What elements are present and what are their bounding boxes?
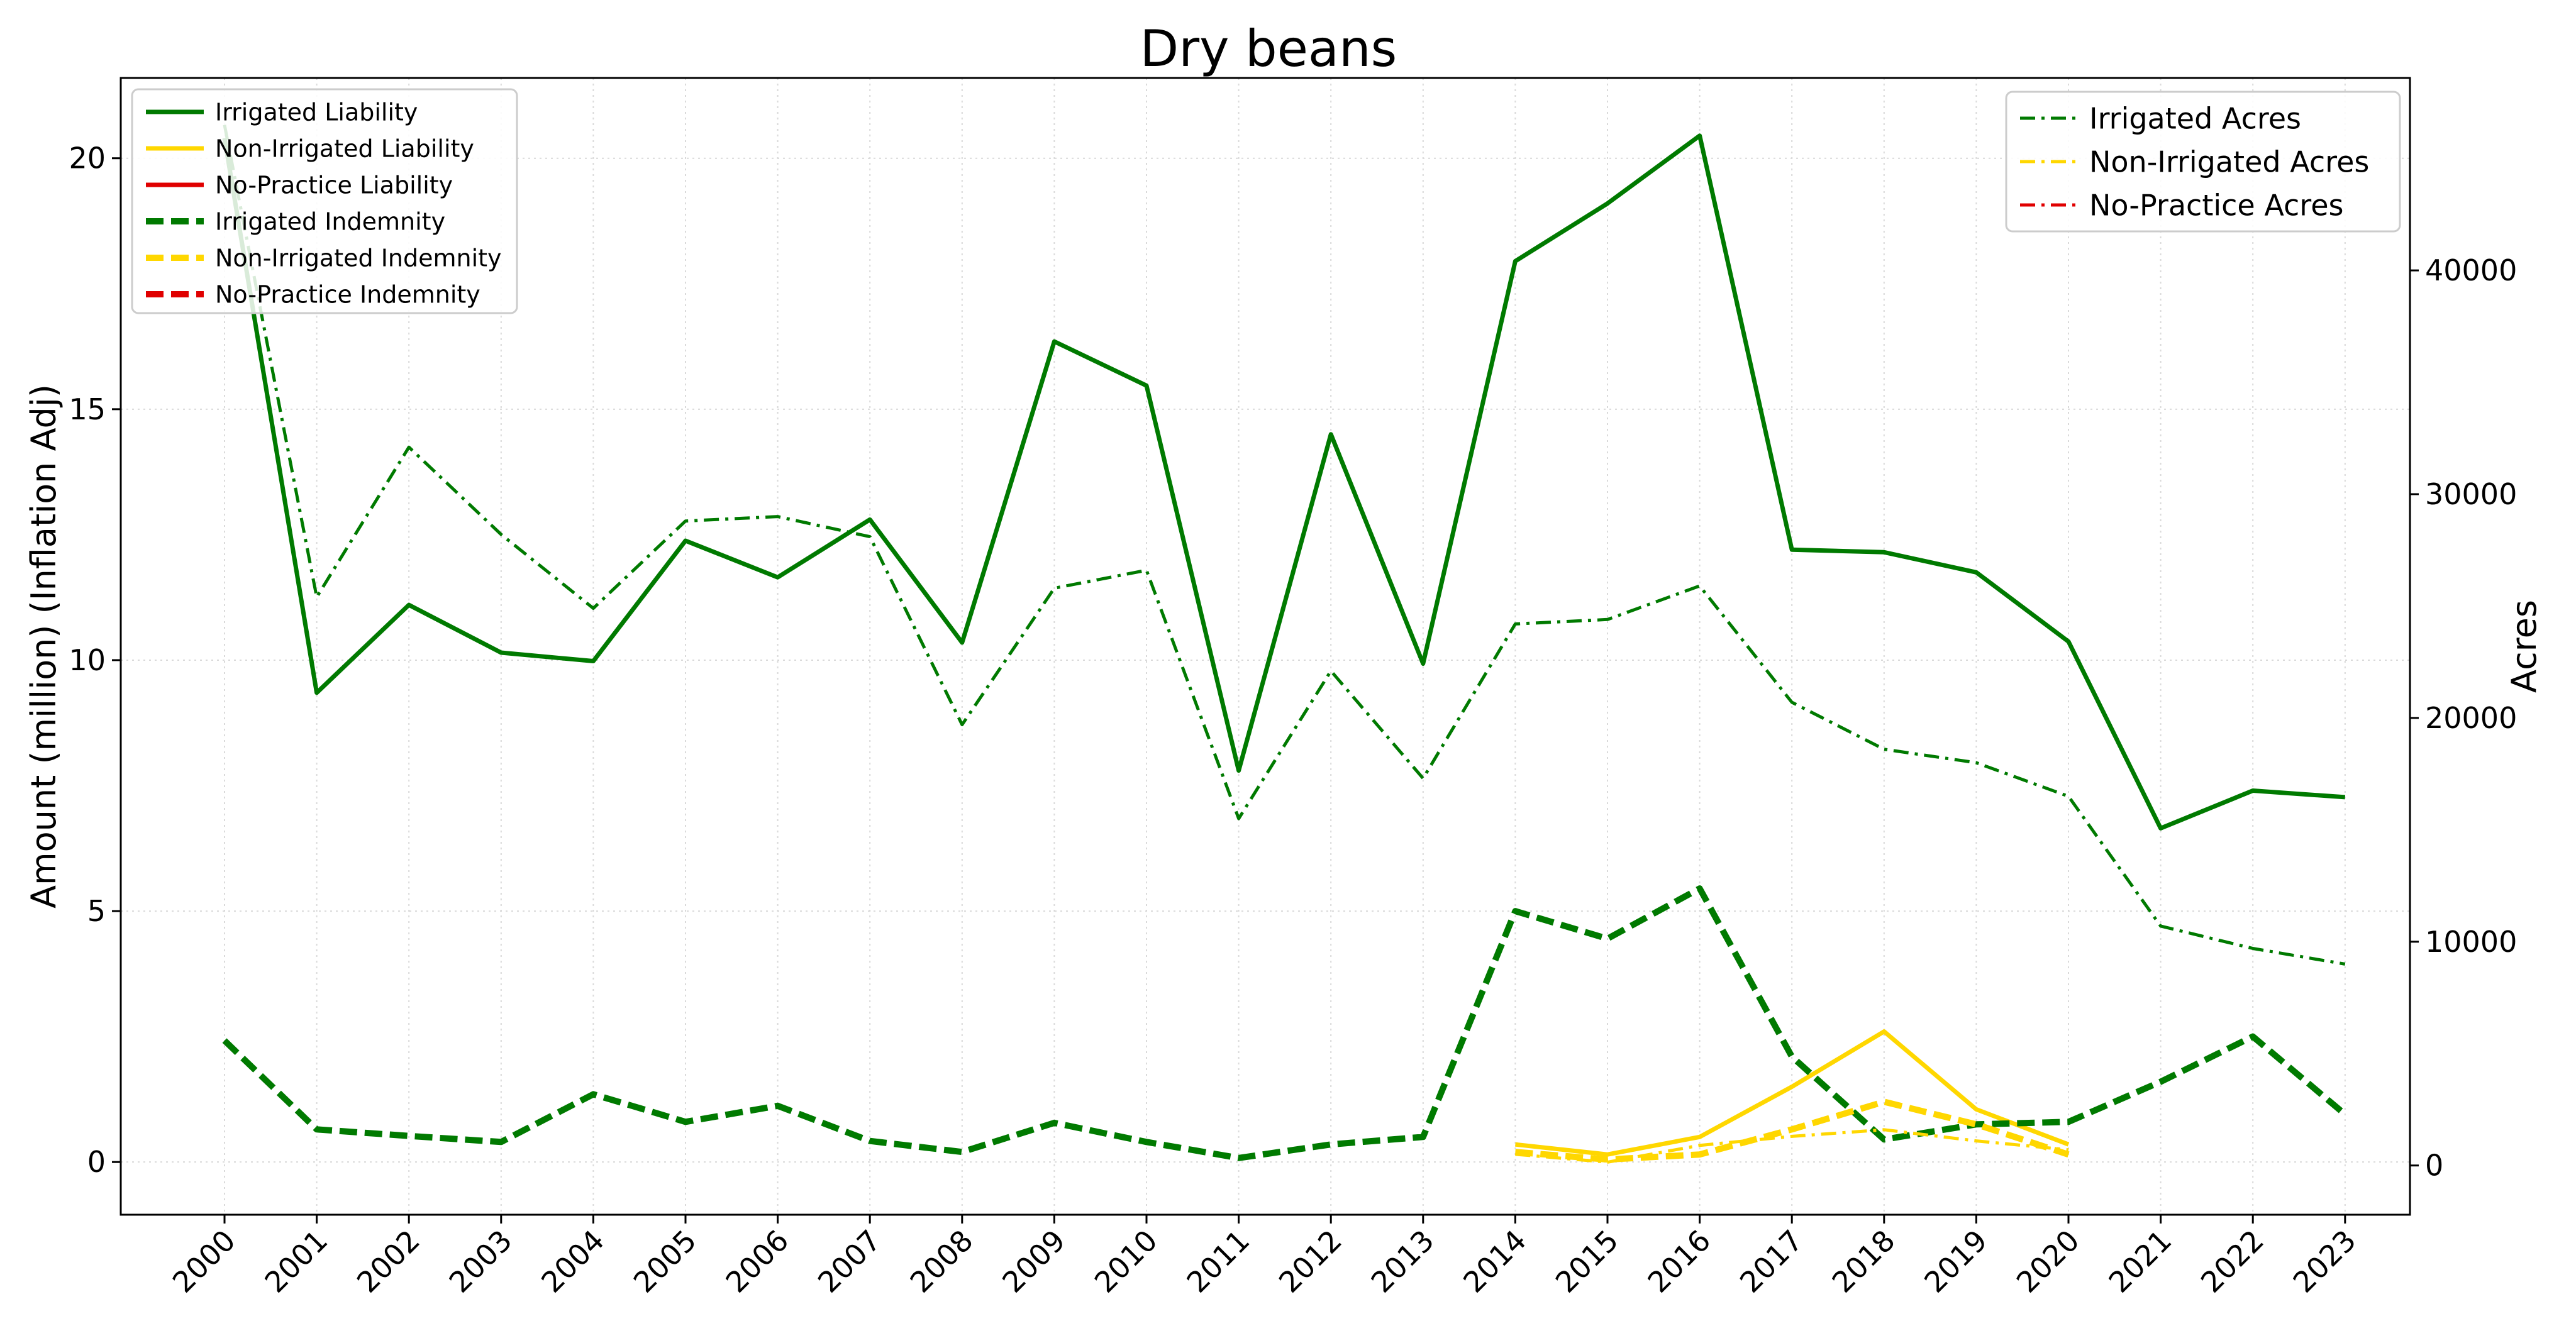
- legend-label-non-irrigated-acres: Non-Irrigated Acres: [2089, 145, 2369, 179]
- x-tick-label: 2004: [535, 1224, 611, 1300]
- series-irrigated-acres: [223, 124, 2346, 966]
- legend-frame: [2005, 91, 2401, 233]
- series-lines: [222, 124, 2348, 1164]
- legend-label-irrigated-liability: Irrigated Liability: [215, 99, 418, 126]
- x-tick-label: 2014: [1457, 1224, 1533, 1300]
- series-non-irrigated-acres: [1515, 1128, 2069, 1164]
- x-tick-label: 2003: [443, 1224, 519, 1300]
- x-tick-label: 2022: [2194, 1224, 2270, 1300]
- legend-label-no-practice-acres: No-Practice Acres: [2089, 189, 2343, 223]
- y-tick-label: 10: [69, 643, 106, 677]
- y2-tick-label: 0: [2425, 1149, 2443, 1183]
- legend-label-no-practice-liability: No-Practice Liability: [215, 172, 453, 199]
- legend-label-non-irrigated-indemnity: Non-Irrigated Indemnity: [215, 245, 502, 272]
- legend-liability-indemnity: Irrigated Liability Non-Irrigated Liabili…: [131, 88, 518, 314]
- chart-title: Dry beans: [1140, 19, 1397, 78]
- x-tick-label: 2006: [719, 1224, 795, 1300]
- legend-label-no-practice-indemnity: No-Practice Indemnity: [215, 281, 480, 309]
- y2-tick-label: 30000: [2425, 477, 2517, 511]
- legend-label-irrigated-acres: Irrigated Acres: [2089, 102, 2301, 136]
- x-axis: 2000 2001 2002 2003 2004 2005 2006 2007 2008 2009…: [166, 1215, 2363, 1300]
- legend-label-non-irrigated-liability: Non-Irrigated Liability: [215, 135, 474, 163]
- plot-frame: [119, 77, 2411, 1216]
- y-tick-label: 15: [69, 392, 106, 426]
- y-tick-label: 5: [87, 894, 106, 928]
- x-tick-label: 2010: [1088, 1224, 1164, 1300]
- y2-tick-label: 40000: [2425, 253, 2517, 287]
- x-tick-label: 2023: [2287, 1224, 2363, 1300]
- x-tick-label: 2007: [811, 1224, 887, 1300]
- x-tick-label: 2016: [1641, 1224, 1717, 1300]
- x-tick-label: 2015: [1549, 1224, 1625, 1300]
- x-tick-label: 2021: [2102, 1224, 2178, 1300]
- y2-tick-label: 20000: [2425, 701, 2517, 735]
- y-tick-label: 20: [69, 141, 106, 175]
- x-tick-label: 2013: [1365, 1224, 1441, 1300]
- x-tick-label: 2001: [258, 1224, 334, 1300]
- legend-frame: [131, 88, 518, 314]
- x-tick-label: 2009: [996, 1224, 1072, 1300]
- y-axis-left-label: Amount (million) (Inflation Adj): [24, 384, 64, 909]
- legend-label-irrigated-indemnity: Irrigated Indemnity: [215, 208, 445, 236]
- x-tick-label: 2018: [1826, 1224, 1902, 1300]
- series-non-irrigated-indemnity: [1514, 1098, 2070, 1163]
- x-tick-label: 2020: [2010, 1224, 2086, 1300]
- x-tick-label: 2019: [1918, 1224, 1994, 1300]
- series-non-irrigated-liability: [1515, 1029, 2070, 1157]
- x-tick-label: 2011: [1180, 1224, 1256, 1300]
- y-tick-label: 0: [87, 1145, 106, 1179]
- x-tick-label: 2000: [166, 1224, 242, 1300]
- series-irrigated-indemnity: [222, 885, 2348, 1161]
- x-tick-label: 2008: [904, 1224, 980, 1300]
- y-axis-right-label: Acres: [2504, 600, 2544, 693]
- y-axis-right: 0 10000 20000 30000 40000: [2410, 253, 2517, 1183]
- x-tick-label: 2005: [627, 1224, 703, 1300]
- x-tick-label: 2017: [1733, 1224, 1809, 1300]
- legend-acres: Irrigated Acres Non-Irrigated Acres No-Pra…: [2005, 91, 2401, 233]
- series-irrigated-liability: [222, 133, 2346, 831]
- x-tick-label: 2012: [1272, 1224, 1348, 1300]
- y-axis-left: 0 5 10 15 20: [69, 141, 121, 1179]
- y2-tick-label: 10000: [2425, 925, 2517, 959]
- x-tick-label: 2002: [350, 1224, 426, 1300]
